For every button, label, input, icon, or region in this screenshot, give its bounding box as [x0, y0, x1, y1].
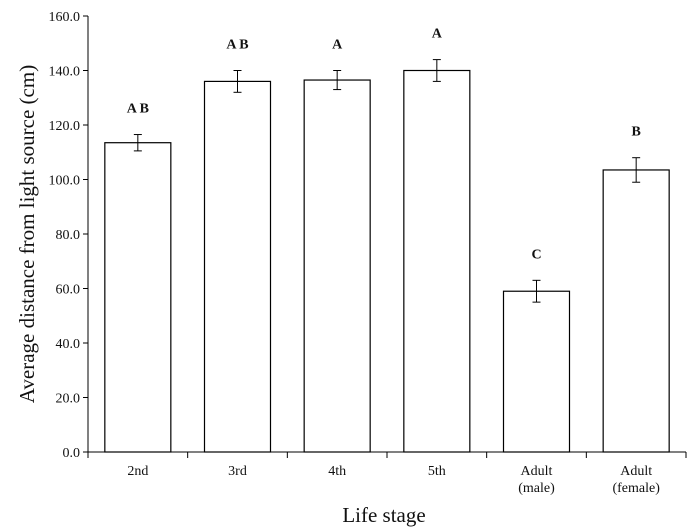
bar: [303, 79, 371, 453]
bar: [403, 69, 471, 453]
bars: [104, 59, 670, 453]
x-tick-label: Adult: [521, 464, 553, 479]
y-tick-label: 140.0: [49, 65, 81, 80]
bar: [602, 169, 670, 453]
labels: 0.0 20.0 40.0 60.0 80.0 100.0 120.0 140.0 160.0 A…: [49, 10, 661, 496]
x-tick-label: 2nd: [127, 464, 148, 479]
significance-label: A B: [226, 38, 248, 53]
axes: [83, 15, 687, 458]
bar: [104, 142, 172, 453]
y-tick-label: 20.0: [56, 392, 81, 407]
bar: [502, 290, 571, 453]
y-axis-title: Average distance from light source (cm): [15, 65, 39, 403]
x-tick-label: 5th: [428, 464, 446, 479]
significance-label: A: [432, 27, 443, 42]
x-tick-label: 4th: [328, 464, 346, 479]
x-axis-title: Life stage: [342, 503, 425, 527]
x-tick-label: Adult: [620, 464, 652, 479]
y-tick-label: 120.0: [49, 119, 81, 134]
significance-label: C: [531, 247, 541, 262]
y-tick-label: 100.0: [49, 174, 81, 189]
x-tick-label: (male): [518, 481, 555, 496]
y-tick-label: 40.0: [56, 337, 81, 352]
y-tick-label: 60.0: [56, 283, 81, 298]
y-tick-label: 0.0: [63, 446, 81, 461]
y-tick-label: 160.0: [49, 10, 81, 25]
significance-label: A B: [127, 102, 149, 117]
x-tick-label: 3rd: [228, 464, 247, 479]
significance-label: B: [631, 125, 640, 140]
bar: [203, 80, 272, 453]
significance-label: A: [332, 38, 343, 53]
x-tick-label: (female): [612, 481, 660, 496]
y-tick-label: 80.0: [56, 228, 81, 243]
